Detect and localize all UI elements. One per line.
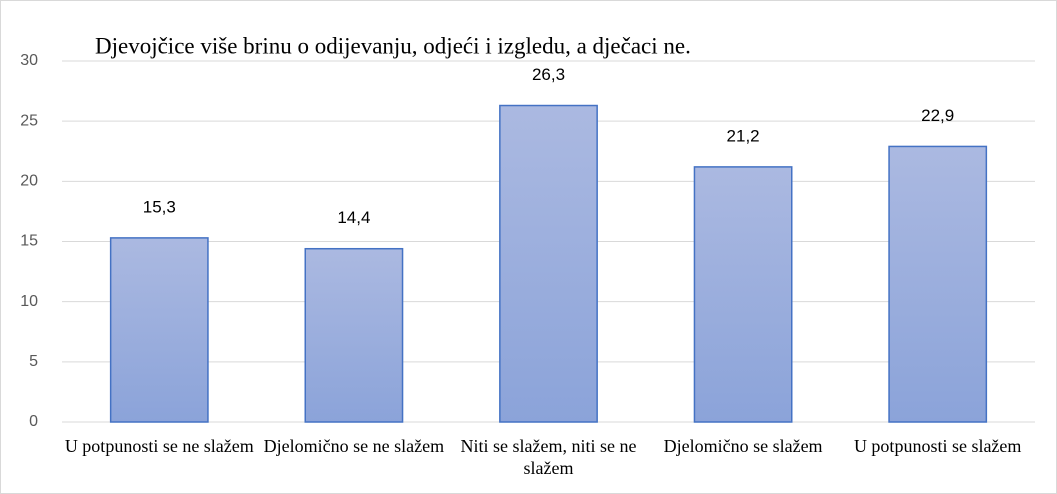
- value-label: 21,2: [727, 126, 760, 145]
- y-tick-label: 0: [29, 413, 38, 430]
- y-tick-label: 5: [29, 353, 38, 370]
- y-tick-label: 30: [20, 52, 38, 69]
- value-label: 22,9: [921, 106, 954, 125]
- y-tick-label: 15: [20, 233, 38, 250]
- chart-title: Djevojčice više brinu o odijevanju, odje…: [95, 33, 691, 58]
- bar: [693, 166, 793, 423]
- value-label: 14,4: [337, 208, 370, 227]
- bar: [499, 104, 598, 423]
- y-tick-label: 20: [20, 173, 38, 190]
- x-tick-label: Djelomično se slažem: [663, 436, 823, 456]
- x-tick-label: Niti se slažem, niti se ne slažem: [460, 436, 637, 478]
- value-label: 26,3: [532, 65, 565, 84]
- y-tick-label: 10: [20, 293, 38, 310]
- x-tick-label: U potpunosti se slažem: [853, 436, 1022, 456]
- value-label: 15,3: [143, 197, 176, 216]
- bar: [109, 237, 209, 423]
- x-tick-label: Djelomično se ne slažem: [263, 436, 445, 456]
- y-tick-label: 25: [20, 112, 38, 129]
- x-tick-label: U potpunosti se ne slažem: [64, 436, 254, 456]
- bar: [304, 247, 404, 423]
- bar: [888, 145, 988, 423]
